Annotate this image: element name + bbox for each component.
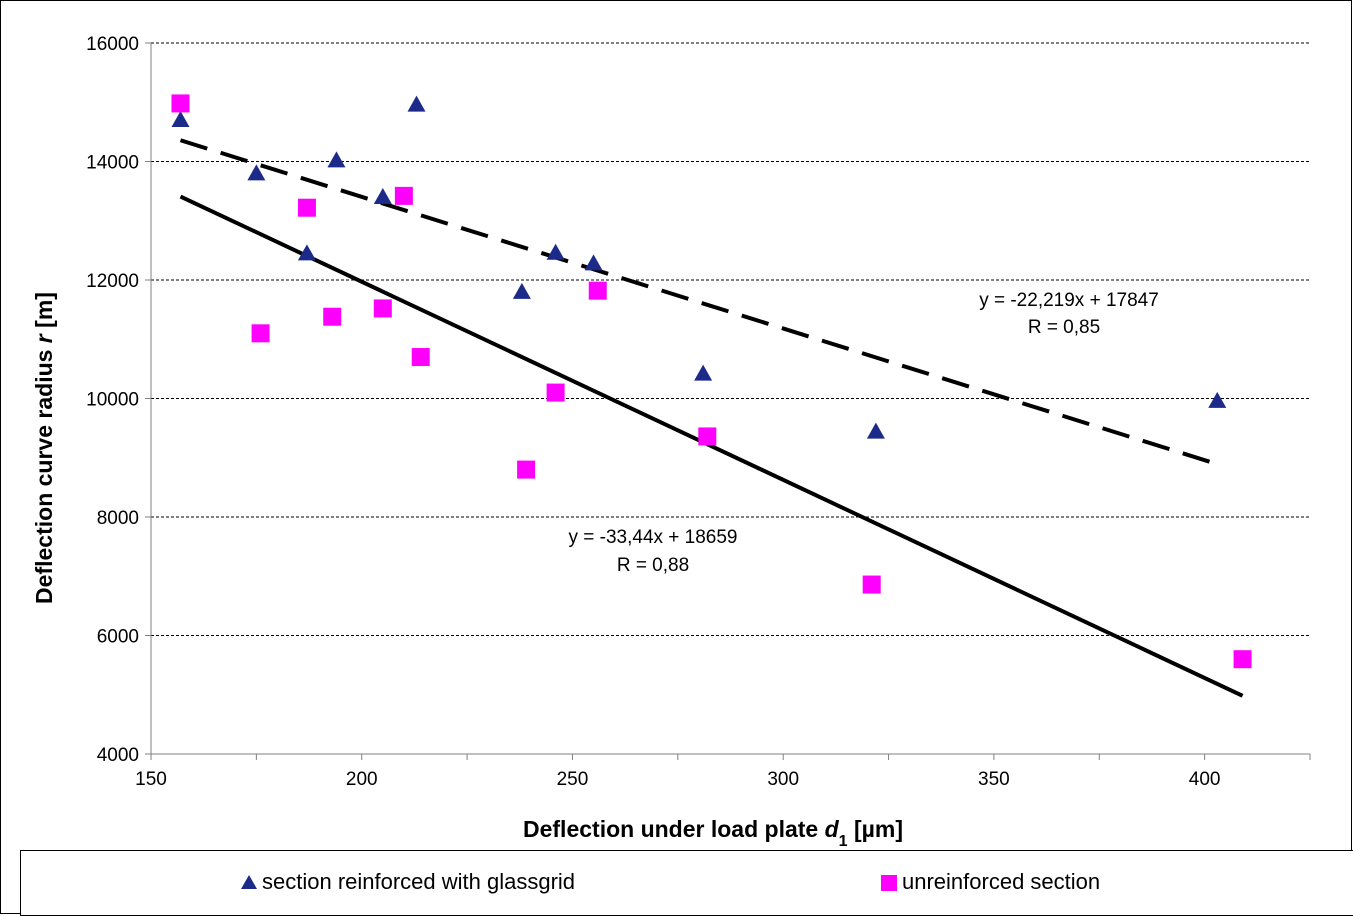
legend-item-unreinforced: unreinforced section [879, 869, 1100, 895]
trendline-reinforced [179, 138, 1218, 467]
legend-label-unreinforced: unreinforced section [902, 869, 1101, 894]
trendline-r-reinforced: R = 0,85 [1028, 317, 1100, 338]
point-unreinforced [251, 324, 270, 343]
point-unreinforced [323, 307, 342, 326]
point-reinforced [373, 188, 392, 205]
point-reinforced [407, 95, 426, 112]
square-marker-icon [881, 875, 897, 891]
trendline-r-unreinforced: R = 0,88 [617, 555, 689, 576]
legend-label-reinforced: section reinforced with glassgrid [262, 869, 576, 894]
data-points [171, 94, 1252, 669]
x-tick-label: 400 [1189, 769, 1221, 790]
point-unreinforced [698, 427, 717, 446]
point-unreinforced [373, 299, 392, 318]
x-tick-label: 200 [346, 769, 378, 790]
y-tick-label: 6000 [97, 627, 139, 648]
legend: section reinforced with glassgrid unrein… [20, 850, 1353, 916]
point-unreinforced [862, 575, 881, 594]
point-unreinforced [588, 281, 607, 300]
y-tick-label: 4000 [97, 745, 139, 766]
point-unreinforced [546, 383, 565, 402]
point-unreinforced [394, 186, 413, 205]
point-reinforced [247, 164, 266, 181]
y-tick-label: 10000 [86, 390, 139, 411]
point-unreinforced [171, 94, 190, 113]
point-reinforced [584, 254, 603, 271]
trendline-unreinforced [179, 194, 1244, 698]
point-reinforced [866, 422, 885, 439]
x-tick-label: 150 [135, 769, 167, 790]
point-reinforced [327, 151, 346, 168]
y-tick-label: 12000 [86, 271, 139, 292]
point-reinforced [171, 111, 190, 128]
point-reinforced [1208, 391, 1227, 408]
point-reinforced [297, 244, 316, 261]
triangle-marker-icon [241, 875, 257, 889]
x-tick-label: 300 [767, 769, 799, 790]
point-reinforced [512, 282, 531, 299]
point-unreinforced [411, 348, 430, 367]
trendline-eq-reinforced: y = -22,219x + 17847 [979, 290, 1159, 311]
point-reinforced [546, 243, 565, 260]
y-tick-label: 14000 [86, 153, 139, 174]
y-axis-title: Deflection curve radius r [m] [31, 292, 57, 604]
point-reinforced [694, 364, 713, 381]
point-unreinforced [517, 460, 536, 479]
trendlines [179, 138, 1244, 698]
x-tick-label: 250 [557, 769, 589, 790]
y-ticks: 4000 6000 8000 10000 12000 14000 16000 [86, 34, 151, 766]
legend-item-reinforced: section reinforced with glassgrid [239, 869, 575, 895]
y-tick-label: 16000 [86, 34, 139, 55]
x-tick-label: 350 [978, 769, 1010, 790]
trendline-eq-unreinforced: y = -33,44x + 18659 [568, 527, 737, 548]
x-ticks: 150 200 250 300 350 400 [135, 754, 1311, 790]
x-axis-title: Deflection under load plate d1 [µm] [523, 816, 903, 850]
y-tick-label: 8000 [97, 508, 139, 529]
point-unreinforced [1233, 650, 1252, 669]
point-unreinforced [297, 198, 316, 217]
